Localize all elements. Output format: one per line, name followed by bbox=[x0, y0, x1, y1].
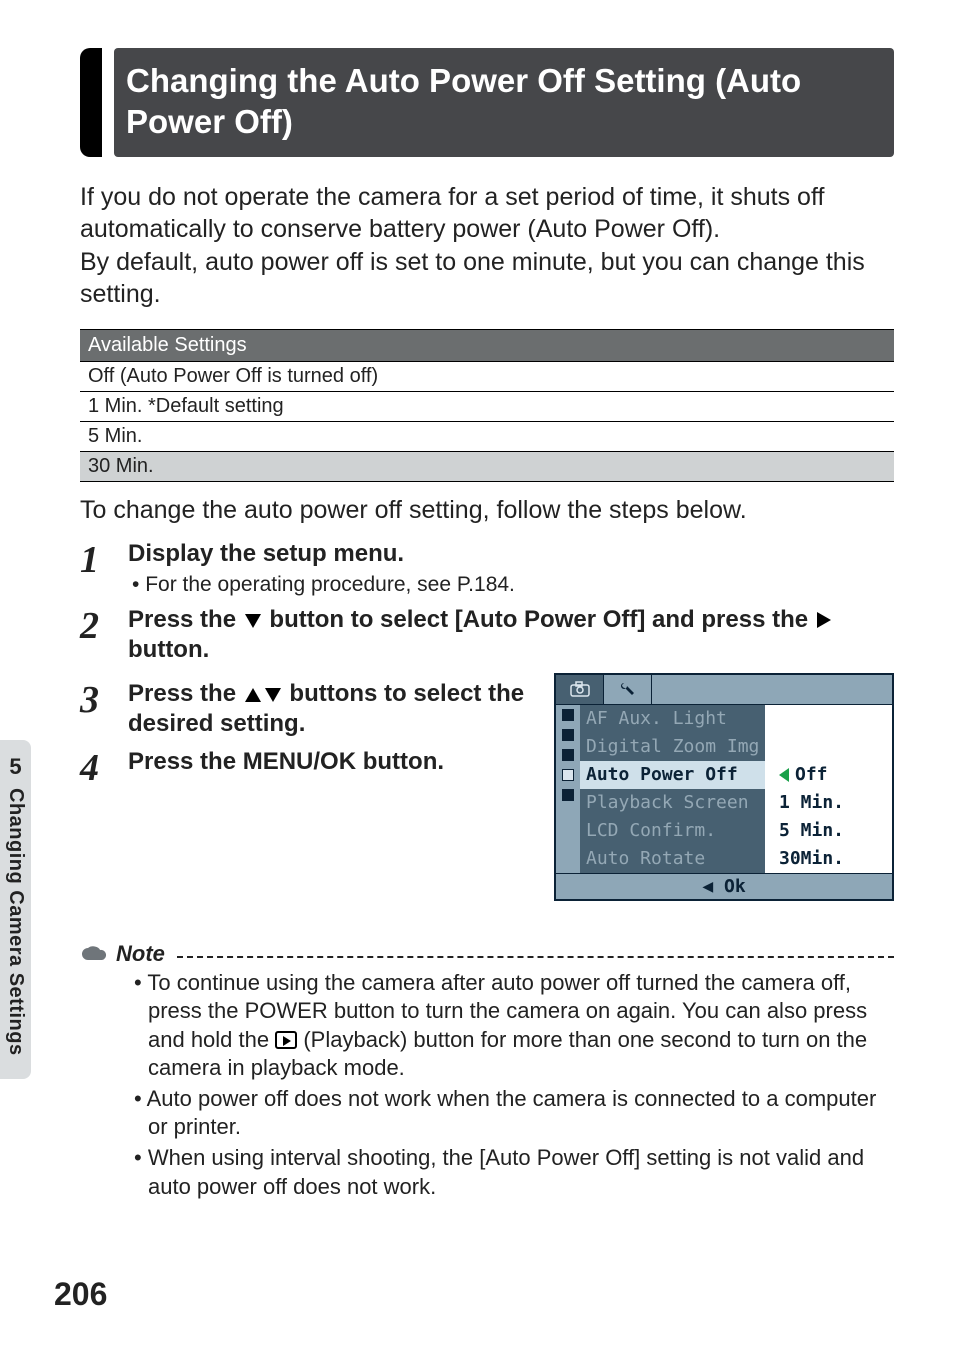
note-block: Note To continue using the camera after … bbox=[80, 941, 894, 1202]
note-item: Auto power off does not work when the ca… bbox=[134, 1085, 894, 1142]
camera-menu-list: AF Aux. Light Digital Zoom Img Auto Powe… bbox=[580, 705, 892, 873]
t: Press the bbox=[128, 606, 243, 633]
camera-menu-value: 5 Min. bbox=[765, 820, 892, 841]
camera-menu-row: Auto Rotate 30Min. bbox=[580, 845, 892, 873]
camera-menu-label: Auto Rotate bbox=[580, 845, 765, 873]
wrench-icon bbox=[618, 680, 638, 698]
camera-tabs bbox=[556, 675, 892, 705]
camera-menu-value: 30Min. bbox=[765, 848, 892, 869]
up-triangle-icon bbox=[243, 686, 263, 704]
selection-arrow-icon bbox=[779, 768, 789, 782]
step-subtext: • For the operating procedure, see P.184… bbox=[128, 573, 894, 597]
available-settings-table: Available Settings Off (Auto Power Off i… bbox=[80, 329, 894, 482]
settings-row: 30 Min. bbox=[80, 451, 894, 482]
note-item: To continue using the camera after auto … bbox=[134, 969, 894, 1083]
camera-menu-value: 1 Min. bbox=[765, 792, 892, 813]
lead-line: To change the auto power off setting, fo… bbox=[80, 496, 894, 525]
step-number: 1 bbox=[80, 539, 128, 597]
t: button. bbox=[128, 636, 209, 663]
camera-menu-label: Playback Screen bbox=[580, 789, 765, 817]
settings-row: Off (Auto Power Off is turned off) bbox=[80, 361, 894, 391]
settings-row: 1 Min. *Default setting bbox=[80, 391, 894, 421]
down-triangle-icon bbox=[243, 612, 263, 630]
right-triangle-icon bbox=[815, 610, 833, 630]
step-sub-span: For the operating procedure, see P.184. bbox=[145, 573, 515, 596]
title-accent-bar bbox=[80, 48, 102, 157]
step-title: Press the buttons to select the desired … bbox=[128, 679, 540, 739]
title-banner: Changing the Auto Power Off Setting (Aut… bbox=[80, 48, 894, 157]
settings-row: 5 Min. bbox=[80, 421, 894, 451]
step-title: Press the button to select [Auto Power O… bbox=[128, 605, 894, 665]
t: button to select [Auto Power Off] and pr… bbox=[263, 606, 815, 633]
camera-menu-row-selected: Auto Power Off Off bbox=[580, 761, 892, 789]
section-side-tab: 5 Changing Camera Settings bbox=[0, 740, 31, 1079]
page: 5 Changing Camera Settings Changing the … bbox=[0, 0, 954, 1345]
camera-menu-scroll-indicator bbox=[556, 705, 580, 873]
page-number: 206 bbox=[54, 1276, 107, 1313]
step-number: 4 bbox=[80, 747, 128, 787]
step-3: 3 Press the buttons to select the desire… bbox=[80, 679, 540, 739]
camera-menu-row: AF Aux. Light bbox=[580, 705, 892, 733]
camera-tab-setup-icon bbox=[604, 675, 652, 704]
v: Off bbox=[795, 764, 828, 785]
step-2: 2 Press the button to select [Auto Power… bbox=[80, 605, 894, 665]
down-triangle-icon bbox=[263, 686, 283, 704]
camera-menu-row: Digital Zoom Img bbox=[580, 733, 892, 761]
camera-menu-footer: ◀ Ok bbox=[556, 873, 892, 899]
camera-menu-label: AF Aux. Light bbox=[580, 705, 765, 733]
step-title: Display the setup menu. bbox=[128, 539, 894, 569]
camera-menu-screenshot: AF Aux. Light Digital Zoom Img Auto Powe… bbox=[554, 673, 894, 901]
step-title: Press the MENU/OK button. bbox=[128, 747, 540, 777]
t: Press the bbox=[128, 680, 243, 707]
camera-menu-label: LCD Confirm. bbox=[580, 817, 765, 845]
playback-icon bbox=[275, 1031, 297, 1049]
step-number: 2 bbox=[80, 605, 128, 665]
page-title: Changing the Auto Power Off Setting (Aut… bbox=[114, 48, 894, 157]
camera-menu-label: Auto Power Off bbox=[580, 761, 765, 789]
section-number: 5 bbox=[4, 754, 27, 780]
note-list: To continue using the camera after auto … bbox=[80, 969, 894, 1202]
note-label: Note bbox=[116, 941, 165, 967]
note-dash-rule bbox=[177, 956, 894, 958]
camera-icon bbox=[570, 681, 590, 697]
camera-menu-row: LCD Confirm. 5 Min. bbox=[580, 817, 892, 845]
steps-with-screenshot: 3 Press the buttons to select the desire… bbox=[80, 673, 894, 901]
intro-text: If you do not operate the camera for a s… bbox=[80, 183, 865, 309]
note-cloud-icon bbox=[80, 944, 108, 964]
note-header: Note bbox=[80, 941, 894, 967]
step-1: 1 Display the setup menu. • For the oper… bbox=[80, 539, 894, 597]
note-item: When using interval shooting, the [Auto … bbox=[134, 1144, 894, 1201]
step-number: 3 bbox=[80, 679, 128, 739]
camera-menu-value: Off bbox=[765, 764, 892, 785]
camera-tab-camera-icon bbox=[556, 675, 604, 704]
step-4: 4 Press the MENU/OK button. bbox=[80, 747, 540, 787]
intro-paragraph: If you do not operate the camera for a s… bbox=[80, 181, 894, 311]
section-label: Changing Camera Settings bbox=[4, 788, 27, 1056]
settings-table-header: Available Settings bbox=[80, 329, 894, 361]
camera-menu-label: Digital Zoom Img bbox=[580, 733, 765, 761]
camera-menu-row: Playback Screen 1 Min. bbox=[580, 789, 892, 817]
